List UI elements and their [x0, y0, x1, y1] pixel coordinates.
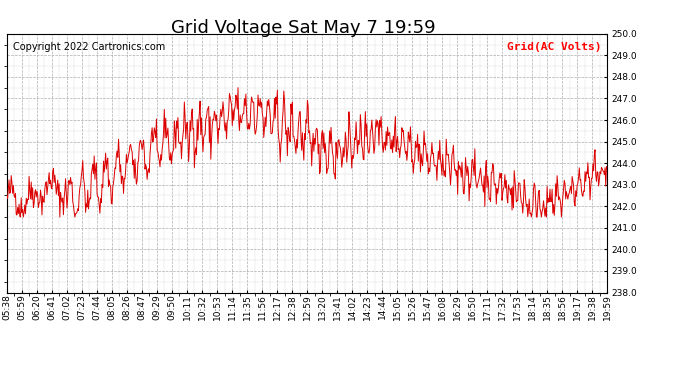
Text: Grid Voltage Sat May 7 19:59: Grid Voltage Sat May 7 19:59	[171, 19, 436, 37]
Text: Grid(AC Volts): Grid(AC Volts)	[506, 42, 601, 51]
Text: Copyright 2022 Cartronics.com: Copyright 2022 Cartronics.com	[13, 42, 165, 51]
